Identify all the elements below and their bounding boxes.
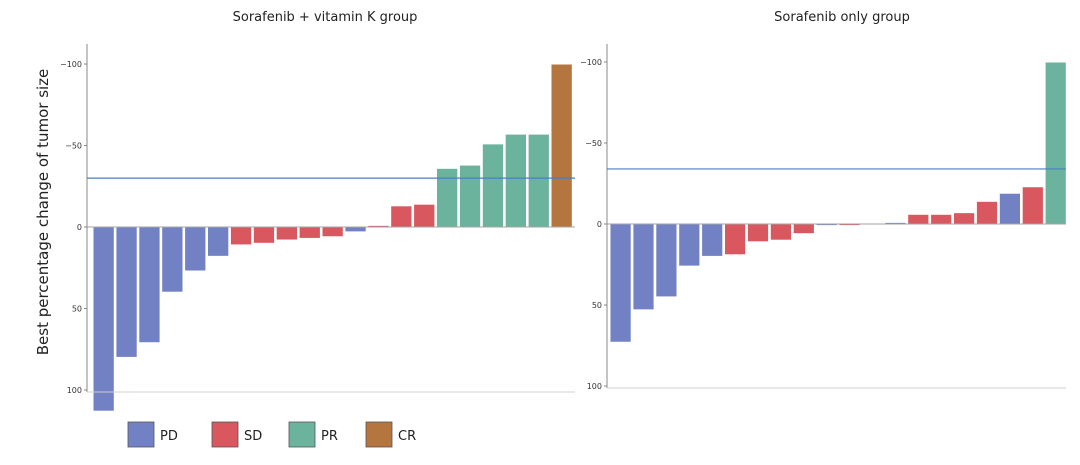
bar-sd [953, 212, 976, 225]
axes [606, 44, 1066, 389]
bar-sd [930, 213, 953, 225]
bar-sd [769, 223, 792, 241]
y-tick-label: 0 [77, 223, 82, 232]
bar-pd [115, 226, 138, 358]
bar-sd [275, 226, 299, 241]
y-tick-label: 100 [67, 386, 82, 395]
legend: PD SD PR CR [127, 421, 416, 448]
bar-pd [998, 192, 1021, 225]
y-tick-label: −100 [580, 58, 602, 67]
bar-pr [481, 143, 505, 228]
bar-sd [792, 223, 815, 235]
bar-pd [161, 226, 184, 293]
axes [86, 44, 575, 393]
bar-sd [746, 223, 770, 243]
chart-title: Sorafenib + vitamin K group [233, 10, 418, 25]
bar-sd [413, 203, 436, 228]
bar-sd [321, 226, 344, 238]
bar-pd [701, 223, 724, 257]
bar-pr [1044, 61, 1067, 225]
legend-swatch-cr [365, 421, 393, 448]
y-tick-label: −50 [65, 142, 82, 151]
legend-swatch-pd [127, 421, 155, 448]
y-tick-label: −50 [585, 139, 602, 148]
legend-label-sd: SD [244, 429, 262, 444]
bar-pd [184, 226, 207, 272]
y-axis-label: Best percentage change of tumor size [34, 69, 52, 356]
chart-title: Sorafenib only group [774, 10, 910, 25]
bars [609, 61, 1067, 343]
bar-pd [92, 226, 115, 412]
y-tick-labels: 100 50 0 −50 −100 [580, 58, 607, 391]
y-tick-label: 50 [592, 301, 602, 310]
bar-sd [229, 226, 253, 246]
bar-sd [298, 226, 321, 239]
bar-pr [458, 164, 482, 228]
legend-swatch-pr [288, 421, 316, 448]
bar-pd [609, 223, 632, 343]
bar-sd [1021, 186, 1044, 225]
bar-pr [527, 133, 550, 228]
legend-label-cr: CR [398, 429, 416, 444]
y-tick-labels: 100 50 0 −50 −100 [60, 60, 87, 395]
bar-pd [678, 223, 701, 267]
bar-pr [504, 133, 528, 228]
y-tick-label: 100 [587, 382, 602, 391]
panel-left: Sorafenib + vitamin K group Best percent… [34, 10, 575, 412]
y-tick-label: 0 [597, 220, 602, 229]
bar-sd [907, 213, 930, 225]
y-tick-label: −100 [60, 60, 82, 69]
legend-swatch-sd [211, 421, 239, 448]
bars [92, 63, 573, 412]
legend-label-pr: PR [321, 429, 338, 444]
bar-pd [138, 226, 161, 344]
bar-sd [390, 205, 413, 228]
bar-pd [207, 226, 230, 257]
panel-right: Sorafenib only group 100 50 0 −50 −100 [580, 10, 1067, 391]
bar-pd [344, 226, 367, 233]
bar-cr [550, 63, 573, 228]
y-tick-label: 50 [72, 305, 82, 314]
bar-pr [436, 167, 459, 228]
bar-sd [975, 200, 999, 225]
bar-sd [724, 223, 747, 256]
bar-sd [252, 226, 276, 244]
bar-pd [655, 223, 678, 298]
bar-pd [632, 223, 655, 311]
legend-label-pd: PD [160, 429, 178, 444]
